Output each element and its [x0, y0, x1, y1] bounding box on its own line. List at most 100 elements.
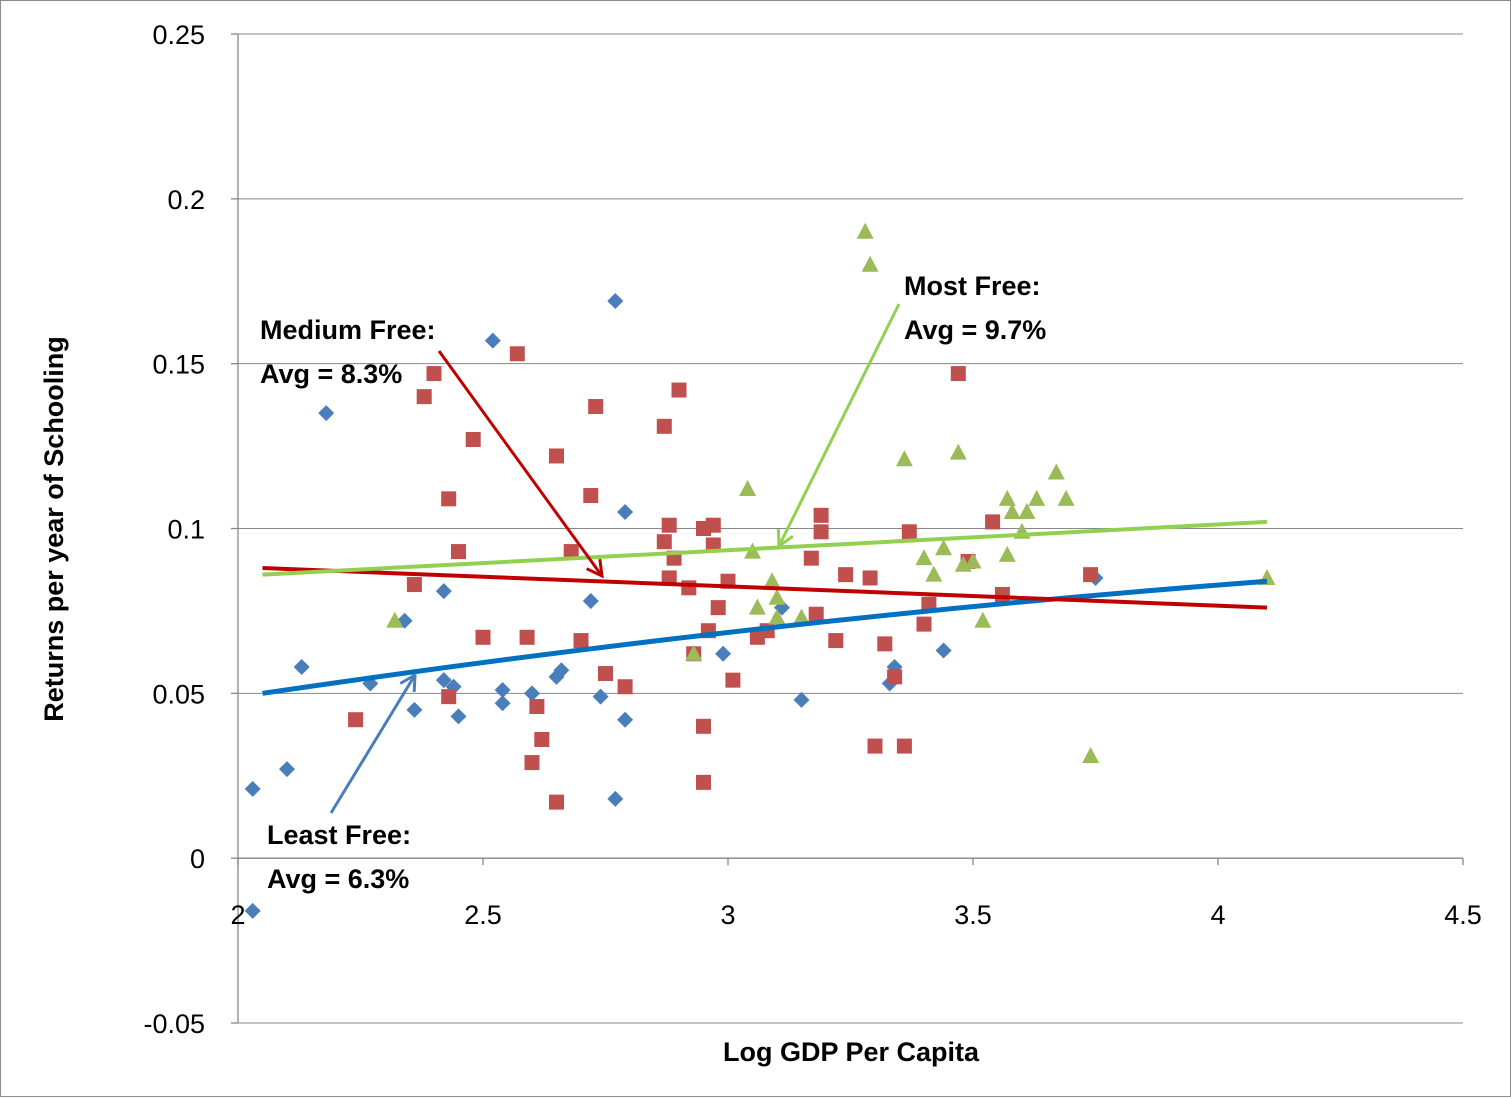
least-free-trendline [262, 578, 1268, 696]
y-tick-label: 0.05 [152, 679, 205, 709]
y-tick-label: 0.15 [152, 350, 205, 380]
medium-free-point [705, 537, 721, 553]
most-free-point [856, 222, 874, 239]
medium-free-point [705, 517, 721, 533]
most-free-point [915, 549, 933, 566]
most-free-point [386, 611, 404, 628]
most-free-point [1028, 489, 1046, 506]
least-free-point [293, 658, 310, 675]
y-tick-label: 0 [190, 844, 205, 874]
x-tick-label: 4.5 [1444, 900, 1482, 930]
most-free-point [748, 598, 766, 615]
most-free-label-line1: Most Free: [904, 271, 1041, 301]
least-free-point [607, 293, 624, 310]
least-free-point [435, 583, 452, 600]
most-free-arrow [777, 303, 901, 547]
most-free-point [793, 608, 810, 625]
medium-free-point [529, 699, 545, 715]
most-free-point [998, 545, 1016, 562]
least-free-point [406, 701, 423, 718]
y-tick-label: -0.05 [143, 1009, 205, 1039]
medium-free-point [441, 491, 457, 507]
medium-free-point [588, 399, 604, 415]
medium-free-point [901, 524, 917, 540]
most-free-point [949, 443, 967, 460]
medium-free-point [519, 629, 535, 645]
medium-free-point [524, 755, 540, 771]
medium-free-point [696, 774, 711, 790]
medium-free-point [416, 389, 432, 405]
most-free-point [925, 565, 943, 582]
medium-free-point [509, 346, 525, 362]
least-free-point [494, 682, 511, 699]
medium-free-point [348, 712, 364, 728]
medium-free-point [828, 633, 844, 649]
x-tick-label: 4 [1210, 900, 1225, 930]
medium-free-point [661, 570, 677, 586]
medium-free-point [867, 738, 883, 754]
medium-free-point [426, 366, 442, 382]
least-free-point [279, 761, 295, 778]
least-free-point [244, 902, 261, 919]
medium-free-point [696, 718, 711, 734]
least-free-point [592, 688, 609, 705]
most-free-arrow-head [776, 528, 794, 549]
medium-free-arrow [437, 350, 604, 577]
least-free-point [318, 405, 335, 422]
least-free-label-line2: Avg = 6.3% [267, 864, 409, 894]
most-free-point [861, 255, 879, 272]
medium-free-point [656, 418, 672, 434]
medium-free-point [710, 600, 726, 616]
medium-free-arrow-head [586, 558, 604, 579]
medium-free-label-line2: Avg = 8.3% [260, 359, 402, 389]
most-free-point [763, 572, 781, 589]
medium-free-point [1083, 567, 1099, 583]
least-free-point [435, 672, 452, 689]
tick-labels: -0.05 0 0.05 0.1 0.15 0.2 0.25 2 2.5 3 3.5 4 4.5 [143, 20, 1481, 1039]
y-tick-label: 0.1 [167, 515, 205, 545]
most-free-label-line2: Avg = 9.7% [904, 315, 1046, 345]
medium-free-point [661, 517, 677, 533]
least-free-point [617, 504, 634, 521]
least-free-point [494, 695, 511, 712]
least-free-label-line1: Least Free: [267, 820, 411, 850]
y-axis-title: Returns per year of Schooling [39, 336, 69, 722]
medium-free-point [887, 669, 903, 685]
medium-free-point [563, 544, 579, 560]
least-free-arrow [329, 674, 417, 814]
medium-free-point [583, 488, 599, 504]
medium-free-point [451, 544, 466, 560]
most-free-point [1057, 489, 1075, 506]
least-free-point [617, 711, 634, 728]
medium-free-point [896, 738, 912, 754]
x-tick-label: 2.5 [464, 900, 502, 930]
most-free-point [998, 489, 1016, 506]
least-free-point [793, 691, 810, 708]
x-axis-title: Log GDP Per Capita [723, 1037, 980, 1067]
most-free-point [1047, 463, 1065, 480]
most-free-point [768, 588, 786, 605]
medium-free-point [877, 636, 893, 652]
most-free-point [964, 552, 982, 569]
medium-free-point [985, 514, 1001, 530]
medium-free-point [671, 382, 687, 398]
medium-free-point [862, 570, 878, 586]
x-tick-label: 3.5 [954, 900, 992, 930]
annotations: Medium Free: Avg = 8.3% Most Free: Avg =… [260, 271, 1046, 894]
medium-free-point [549, 794, 564, 810]
most-free-point [685, 644, 703, 661]
least-free-point [935, 642, 952, 659]
least-free-point [715, 645, 732, 662]
least-free-point [607, 790, 624, 807]
medium-free-point [598, 666, 613, 682]
medium-free-point [916, 616, 932, 632]
medium-free-point [441, 689, 457, 705]
most-free-point [1018, 503, 1036, 520]
medium-free-point [813, 524, 829, 540]
least-free-point [524, 685, 540, 702]
medium-free-point [994, 586, 1010, 602]
medium-free-point [656, 534, 672, 550]
least-free-point [244, 780, 261, 797]
most-free-point [1082, 746, 1100, 763]
medium-free-point [534, 731, 550, 747]
